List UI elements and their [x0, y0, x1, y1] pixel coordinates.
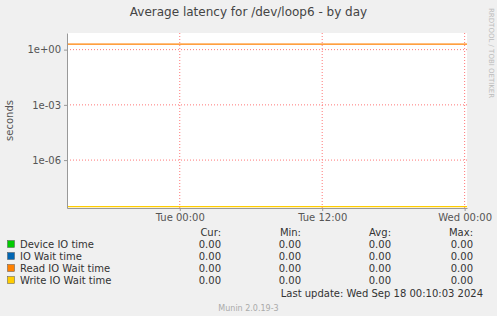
series-line	[67, 206, 467, 207]
legend-stat: 0.00	[279, 251, 301, 262]
legend: Cur:Min:Avg:Max:Device IO time0.000.000.…	[8, 227, 474, 286]
background	[0, 0, 497, 316]
grid-line	[67, 160, 467, 161]
legend-stat: 0.00	[279, 239, 301, 250]
legend-header: Cur:	[200, 227, 221, 238]
legend-header: Avg:	[369, 227, 391, 238]
legend-stat: 0.00	[451, 263, 473, 274]
title: Average latency for /dev/loop6 - by day	[130, 5, 367, 19]
grid	[67, 33, 467, 208]
grid-line	[179, 33, 180, 208]
tick-label: Tue 12:00	[297, 212, 347, 223]
grid-line	[464, 33, 465, 208]
tick: 1e+00	[27, 44, 67, 55]
grid-line	[322, 33, 323, 208]
tick-mark	[64, 160, 67, 161]
legend-swatch	[8, 277, 15, 284]
tick-label: Wed 00:00	[438, 212, 492, 223]
legend-swatch	[8, 253, 15, 260]
tick-label: 1e-03	[32, 100, 61, 111]
legend-stat: 0.00	[369, 251, 391, 262]
legend-stat: 0.00	[279, 275, 301, 286]
chart: Tue 00:00 Tue 12:00 Wed 00:00 1e-06 1e-03 1e+…	[0, 0, 497, 316]
legend-stat: 0.00	[199, 239, 221, 250]
tick-label: Tue 00:00	[155, 212, 205, 223]
tick-mark	[465, 208, 466, 211]
legend-stat: 0.00	[451, 275, 473, 286]
tick: Tue 12:00	[297, 208, 347, 223]
legend-stat: 0.00	[369, 275, 391, 286]
legend-label: Read IO Wait time	[20, 263, 110, 274]
tick-mark	[180, 208, 181, 211]
tick-mark	[322, 208, 323, 211]
legend-stat: 0.00	[369, 263, 391, 274]
plot-area	[67, 33, 467, 208]
legend-stat: 0.00	[199, 263, 221, 274]
tick-mark	[64, 105, 67, 106]
tick: Wed 00:00	[438, 208, 492, 223]
credit: Munin 2.0.19-3	[218, 304, 278, 313]
last-update: Last update: Wed Sep 18 00:10:03 2024	[281, 288, 483, 299]
tick: 1e-06	[32, 155, 67, 166]
legend-stat: 0.00	[279, 263, 301, 274]
grid-line	[67, 49, 467, 50]
tick: 1e-03	[32, 100, 67, 111]
y-axis-title: seconds	[4, 100, 15, 141]
legend-label: IO Wait time	[20, 251, 82, 262]
series-group	[67, 44, 467, 206]
watermark: RRDTOOL / TOBI OETIKER	[487, 8, 495, 98]
legend-label: Device IO time	[20, 239, 94, 250]
axis-line	[67, 34, 68, 209]
legend-stat: 0.00	[199, 275, 221, 286]
tick-mark	[64, 50, 67, 51]
legend-header: Min:	[280, 227, 301, 238]
legend-label: Write IO Wait time	[20, 275, 111, 286]
y-axis: 1e-06 1e-03 1e+00	[27, 34, 67, 209]
grid-line	[67, 104, 467, 105]
legend-swatch	[8, 241, 15, 248]
legend-stat: 0.00	[451, 251, 473, 262]
series-line	[67, 43, 467, 44]
x-axis: Tue 00:00 Tue 12:00 Wed 00:00	[68, 208, 493, 223]
tick-label: 1e+00	[27, 44, 61, 55]
legend-swatch	[8, 265, 15, 272]
legend-stat: 0.00	[369, 239, 391, 250]
legend-stat: 0.00	[451, 239, 473, 250]
legend-header: Max:	[449, 227, 473, 238]
legend-stat: 0.00	[199, 251, 221, 262]
axis-line	[68, 208, 468, 209]
tick: Tue 00:00	[155, 208, 205, 223]
tick-label: 1e-06	[32, 155, 61, 166]
